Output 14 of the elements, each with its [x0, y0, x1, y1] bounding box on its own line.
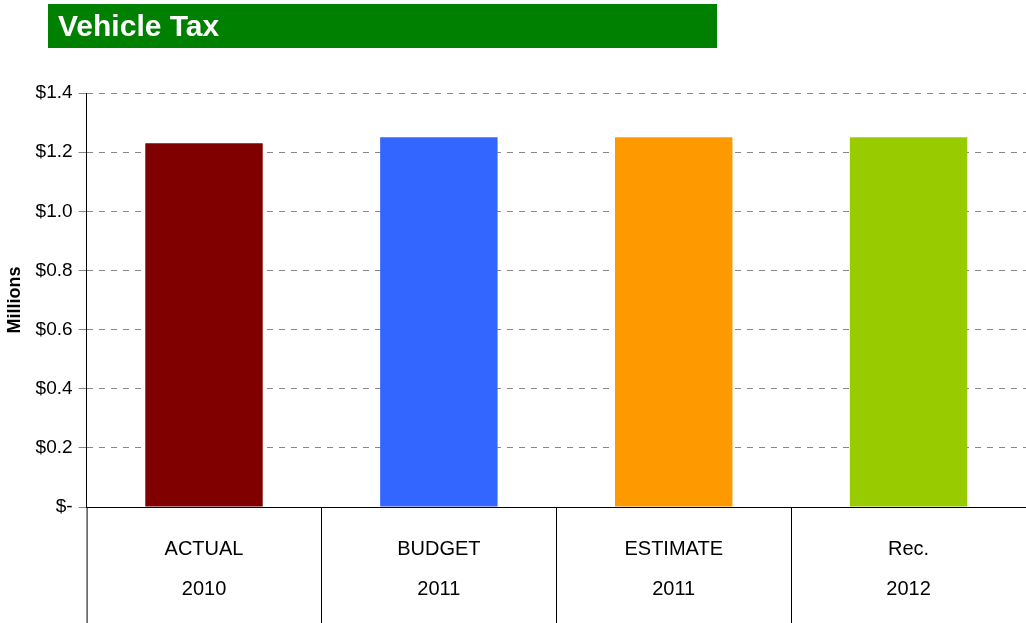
x-tick-label: BUDGET 2011: [397, 536, 481, 599]
y-tick-label: $1.4: [35, 81, 74, 103]
y-tick-label: $1.0: [35, 199, 73, 221]
y-axis-title: Millions: [3, 266, 24, 334]
y-tick-label: $1.2: [35, 140, 73, 162]
y-tick-label: $0.6: [35, 317, 73, 339]
y-tick-label: $-: [55, 495, 73, 517]
x-tick-label: ACTUAL 2010: [164, 536, 244, 599]
x-tick-label: Rec. 2012: [886, 536, 931, 599]
y-tick-label: $0.4: [35, 376, 74, 398]
x-tick-label: ESTIMATE 2011: [624, 536, 723, 599]
y-tick-label: $0.2: [35, 436, 73, 458]
y-tick-label: $0.8: [35, 258, 73, 280]
chart-title: Vehicle Tax: [48, 4, 717, 48]
